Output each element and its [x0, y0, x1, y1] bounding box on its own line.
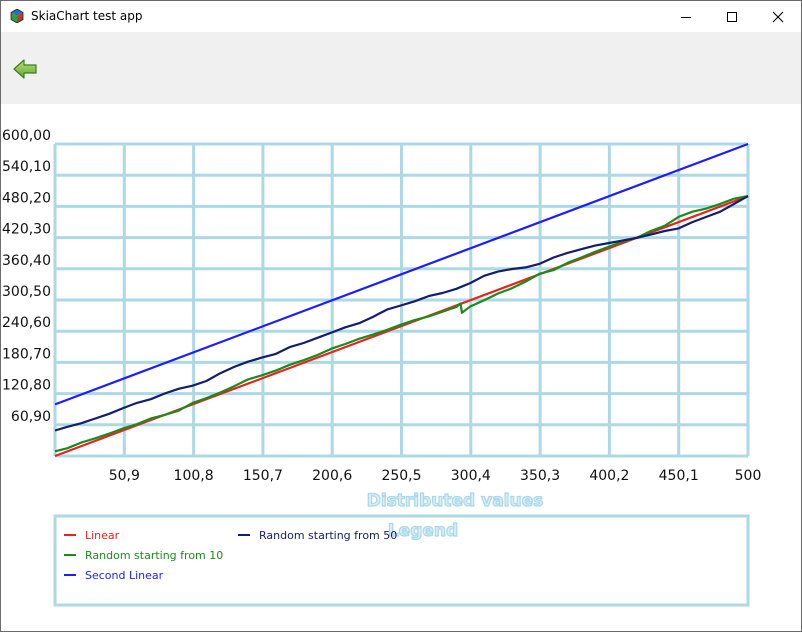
- x-tick-label: 250,5: [381, 468, 421, 484]
- x-tick-label: 500: [735, 468, 762, 484]
- x-tick-label: 200,6: [312, 468, 352, 484]
- minimize-icon: [681, 16, 691, 18]
- app-cube-icon: [10, 9, 24, 23]
- back-arrow-icon[interactable]: [12, 57, 40, 81]
- y-tick-label: 360,40: [2, 253, 51, 269]
- x-axis-ticks: 50,9 100,8 150,7 200,6 250,5 300,4 350,3 400,2 4…: [109, 468, 762, 484]
- series-line-2: [54, 142, 749, 406]
- chart-area: 60,90 120,80 180,70 240,60 300,50 360,40 420,3…: [2, 128, 762, 607]
- y-tick-label: 540,10: [2, 159, 51, 175]
- y-tick-label: 240,60: [2, 315, 51, 331]
- y-tick-label: 120,80: [2, 378, 51, 394]
- y-tick-label: 300,50: [2, 284, 51, 300]
- chart-grid: [53, 142, 750, 458]
- maximize-button[interactable]: [709, 1, 755, 32]
- x-tick-label: 300,4: [451, 468, 491, 484]
- title-bar[interactable]: SkiaChart test app: [1, 1, 801, 32]
- window-title: SkiaChart test app: [31, 9, 143, 23]
- x-tick-label: 100,8: [174, 468, 214, 484]
- x-tick-label: 150,7: [243, 468, 283, 484]
- y-tick-label: 420,30: [2, 222, 51, 238]
- y-tick-label: 600,00: [2, 128, 51, 144]
- legend-label: Random starting from 50: [259, 529, 397, 542]
- close-button[interactable]: [755, 1, 801, 32]
- maximize-icon: [727, 11, 737, 22]
- x-tick-label: 350,3: [520, 468, 560, 484]
- legend-box: [53, 514, 750, 607]
- y-tick-label: 480,20: [2, 190, 51, 206]
- legend-title: Legend: [388, 521, 458, 541]
- legend-label: Linear: [85, 529, 120, 542]
- y-tick-label: 60,90: [11, 409, 51, 425]
- minimize-button[interactable]: [663, 1, 709, 32]
- x-axis-label: Distributed values: [367, 491, 544, 511]
- x-tick-label: 400,2: [589, 468, 629, 484]
- close-icon: [772, 11, 784, 22]
- x-tick-label: 450,1: [659, 468, 699, 484]
- legend: Linear Random starting from 10 Second Line…: [64, 529, 397, 582]
- legend-label: Second Linear: [85, 569, 164, 582]
- y-tick-label: 180,70: [2, 346, 51, 362]
- x-tick-label: 50,9: [109, 468, 140, 484]
- chart-series-lines: [54, 142, 749, 458]
- series-line-3: [54, 195, 749, 432]
- y-axis-ticks: 60,90 120,80 180,70 240,60 300,50 360,40 420,3…: [2, 128, 51, 425]
- toolbar: [1, 32, 801, 104]
- legend-label: Random starting from 10: [85, 549, 223, 562]
